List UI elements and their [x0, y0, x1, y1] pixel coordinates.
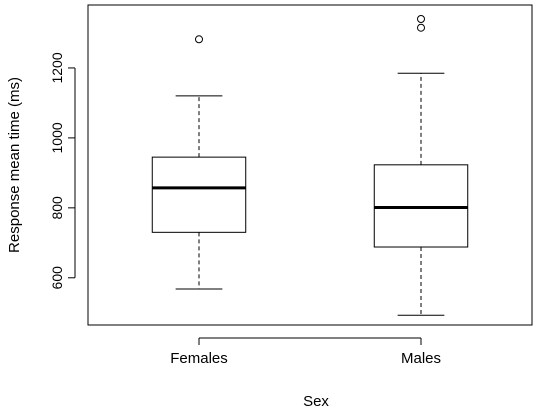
x-tick-label: Males	[401, 350, 441, 367]
x-tick-label: Females	[170, 350, 228, 367]
y-tick-label: 1200	[49, 52, 65, 83]
boxes	[151, 14, 469, 316]
iqr-box	[373, 164, 469, 248]
x-axis: Females Males	[170, 337, 441, 367]
outlier-point	[417, 14, 425, 23]
box-females	[151, 35, 247, 290]
y-tick-label: 800	[49, 196, 65, 220]
box-males	[373, 14, 469, 316]
y-tick-label: 1000	[49, 122, 65, 153]
x-axis-title: Sex	[303, 393, 329, 410]
y-axis: 600 800 1000 1200	[49, 52, 76, 290]
outlier-point	[417, 23, 425, 32]
y-tick-label: 600	[49, 266, 65, 290]
plot-frame	[87, 4, 533, 326]
outlier-point	[195, 35, 203, 44]
iqr-box	[151, 156, 247, 233]
y-axis-title: Response mean time (ms)	[6, 77, 23, 253]
